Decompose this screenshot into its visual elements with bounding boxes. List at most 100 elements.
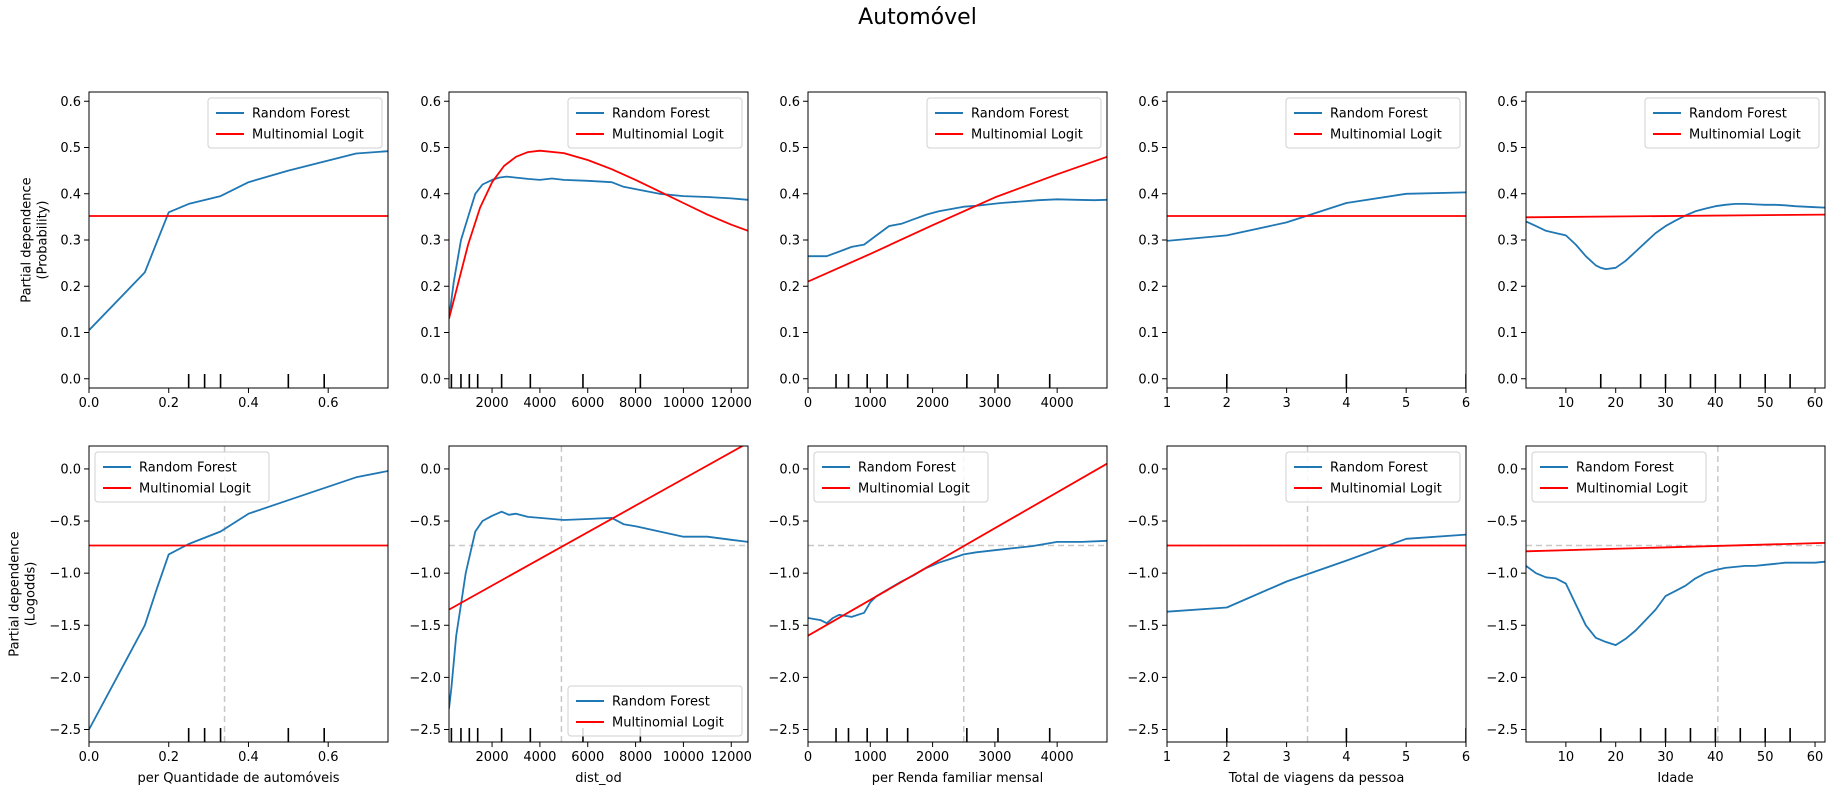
y-tick-label: −0.5: [1486, 515, 1518, 530]
x-tick-label: 10000: [663, 750, 704, 765]
x-tick-label: 0.0: [79, 396, 100, 411]
x-tick-label: 4: [1342, 750, 1350, 765]
y-tick-label: 0.1: [420, 326, 441, 341]
legend-item-random-forest-label: Random Forest: [971, 107, 1069, 122]
x-axis-label: per Renda familiar mensal: [872, 771, 1044, 786]
x-axis-label: Total de viagens da pessoa: [1228, 771, 1405, 786]
x-tick-label: 20: [1607, 750, 1624, 765]
legend: Random Forest Multinomial Logit: [1644, 97, 1820, 149]
series-line-random-forest: [1167, 533, 1466, 613]
y-tick-label: 0.3: [420, 234, 441, 249]
y-tick-label: −0.5: [409, 515, 441, 530]
legend: Random Forest Multinomial Logit: [1285, 451, 1461, 503]
legend-item-multinomial-logit-label: Multinomial Logit: [858, 482, 970, 497]
x-tick-label: 40: [1707, 750, 1724, 765]
y-tick-label: −2.0: [1486, 671, 1518, 686]
legend-item-random-forest-label: Random Forest: [139, 461, 237, 476]
legend-box: [1285, 97, 1461, 149]
legend-item-multinomial-logit-label: Multinomial Logit: [1330, 482, 1442, 497]
x-tick-label: 0.6: [318, 396, 339, 411]
legend: Random Forest Multinomial Logit: [813, 451, 989, 503]
x-tick-label: 6: [1462, 750, 1470, 765]
y-tick-label: 0.0: [779, 372, 800, 387]
y-tick-label: 0.3: [779, 234, 800, 249]
series-line-multinomial-logit: [808, 462, 1107, 637]
x-tick-label: 4000: [1041, 750, 1074, 765]
subplot-r1-c1: 2000 4000 6000 8000 10000 12000 −2.5 −2.0 −1.5 −1…: [409, 445, 752, 786]
y-tick-label: 0.3: [60, 234, 81, 249]
legend-box: [94, 451, 270, 503]
x-tick-label: 3: [1282, 750, 1290, 765]
x-tick-label: 4000: [1041, 396, 1074, 411]
y-tick-label: 0.2: [779, 280, 800, 295]
legend: Random Forest Multinomial Logit: [1531, 451, 1707, 503]
plot-area: [1526, 446, 1825, 742]
plot-area: [808, 446, 1107, 742]
y-tick-label: −2.0: [768, 671, 800, 686]
series-line-random-forest: [1526, 202, 1825, 271]
x-tick-label: 0: [804, 750, 812, 765]
y-tick-label: −1.0: [1486, 567, 1518, 582]
x-tick-label: 8000: [619, 750, 652, 765]
x-tick-label: 0: [804, 396, 812, 411]
x-axis-label: dist_od: [575, 771, 621, 786]
legend: Random Forest Multinomial Logit: [1285, 97, 1461, 149]
x-tick-label: 1000: [854, 396, 887, 411]
legend-box: [1531, 451, 1707, 503]
legend: Random Forest Multinomial Logit: [207, 97, 383, 149]
y-tick-label: 0.0: [1497, 462, 1518, 477]
x-tick-label: 60: [1807, 396, 1824, 411]
legend-item-multinomial-logit-label: Multinomial Logit: [1576, 482, 1688, 497]
y-tick-label: 0.0: [420, 372, 441, 387]
x-tick-label: 0.6: [318, 750, 339, 765]
x-tick-label: 2000: [476, 750, 509, 765]
x-tick-label: 0.2: [158, 396, 179, 411]
y-tick-label: 0.6: [420, 95, 441, 110]
x-tick-label: 5: [1402, 750, 1410, 765]
y-tick-label: −1.5: [409, 619, 441, 634]
legend-item-random-forest-label: Random Forest: [1576, 461, 1674, 476]
y-tick-label: 0.6: [779, 95, 800, 110]
y-tick-label: 0.4: [1138, 187, 1159, 202]
plot-area: [89, 446, 388, 742]
legend-item-multinomial-logit-label: Multinomial Logit: [1330, 128, 1442, 143]
subplot-r1-c2: 0 1000 2000 3000 4000 −2.5 −2.0 −1.5 −1.0 −0.5 0.0…: [768, 445, 1108, 786]
y-tick-label: −2.5: [768, 723, 800, 738]
y-axis-label: Partial dependence(Logodds): [8, 531, 39, 656]
x-tick-label: 2000: [916, 750, 949, 765]
y-tick-label: −1.5: [49, 619, 81, 634]
axes-frame: [1166, 445, 1467, 743]
series-line-random-forest: [449, 175, 748, 319]
legend-item-multinomial-logit-label: Multinomial Logit: [1689, 128, 1801, 143]
y-tick-label: 0.5: [420, 141, 441, 156]
y-tick-label: −0.5: [49, 515, 81, 530]
y-tick-label: 0.5: [1497, 141, 1518, 156]
subplot-r1-c3: 1 2 3 4 5 6 −2.5 −2.0 −1.5 −1.0 −0.5 0.0 Total de vi…: [1127, 445, 1470, 786]
y-tick-label: 0.2: [420, 280, 441, 295]
y-tick-label: −0.5: [768, 515, 800, 530]
y-tick-label: 0.6: [1138, 95, 1159, 110]
y-tick-label: 0.0: [60, 462, 81, 477]
legend-box: [1285, 451, 1461, 503]
series-line-random-forest: [89, 150, 388, 331]
x-tick-label: 10: [1558, 750, 1575, 765]
x-tick-label: 4000: [523, 750, 556, 765]
legend-item-multinomial-logit-label: Multinomial Logit: [612, 716, 724, 731]
y-tick-label: 0.4: [60, 187, 81, 202]
legend-box: [207, 97, 383, 149]
y-tick-label: 0.4: [1497, 187, 1518, 202]
x-tick-label: 0.0: [79, 750, 100, 765]
x-tick-label: 30: [1657, 396, 1674, 411]
x-tick-label: 60: [1807, 750, 1824, 765]
y-tick-label: 0.0: [1497, 372, 1518, 387]
x-tick-label: 12000: [711, 396, 752, 411]
y-tick-label: −2.0: [409, 671, 441, 686]
x-tick-label: 5: [1402, 396, 1410, 411]
y-tick-label: 0.2: [1138, 280, 1159, 295]
x-tick-label: 10: [1558, 396, 1575, 411]
y-tick-label: −0.5: [1127, 515, 1159, 530]
subplot-r1-c0: 0.0 0.2 0.4 0.6 −2.5 −2.0 −1.5 −1.0 −0.5 0.0 per Q…: [8, 445, 389, 786]
x-tick-label: 50: [1757, 396, 1774, 411]
legend-item-multinomial-logit-label: Multinomial Logit: [971, 128, 1083, 143]
plot-area: [89, 150, 388, 388]
